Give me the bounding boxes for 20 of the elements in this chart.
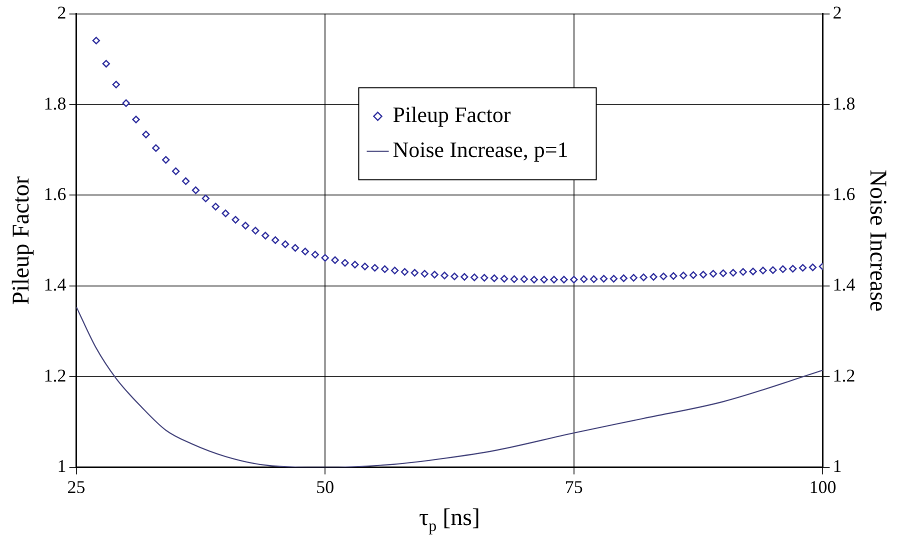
y2-tick-label: 1.4 [832,274,856,295]
y2-tick-label: 1.2 [832,365,856,386]
y-tick-label: 2 [57,2,66,23]
y-tick-label: 1.4 [44,274,66,295]
x-tick-label: 75 [564,476,583,497]
y-tick-label: 1 [57,456,66,476]
y2-tick-label: 1 [832,456,842,476]
y-tick-label: 1.8 [44,93,66,114]
y-tick-label: 1.6 [44,184,66,204]
y-axis-title: Pileup Factor [8,176,35,305]
y-tick-label: 1.2 [44,365,66,386]
y2-tick-label: 1.6 [832,184,856,204]
y2-axis-title: Noise Increase [864,170,890,312]
x-tick-label: 50 [316,476,334,497]
y2-tick-label: 1.8 [832,93,856,114]
legend-label: Pileup Factor [392,102,512,128]
x-tick-label: 25 [67,476,86,497]
x-tick-label: 100 [809,476,836,497]
y2-tick-label: 2 [832,2,842,23]
legend-label: Noise Increase, p=1 [392,137,568,162]
